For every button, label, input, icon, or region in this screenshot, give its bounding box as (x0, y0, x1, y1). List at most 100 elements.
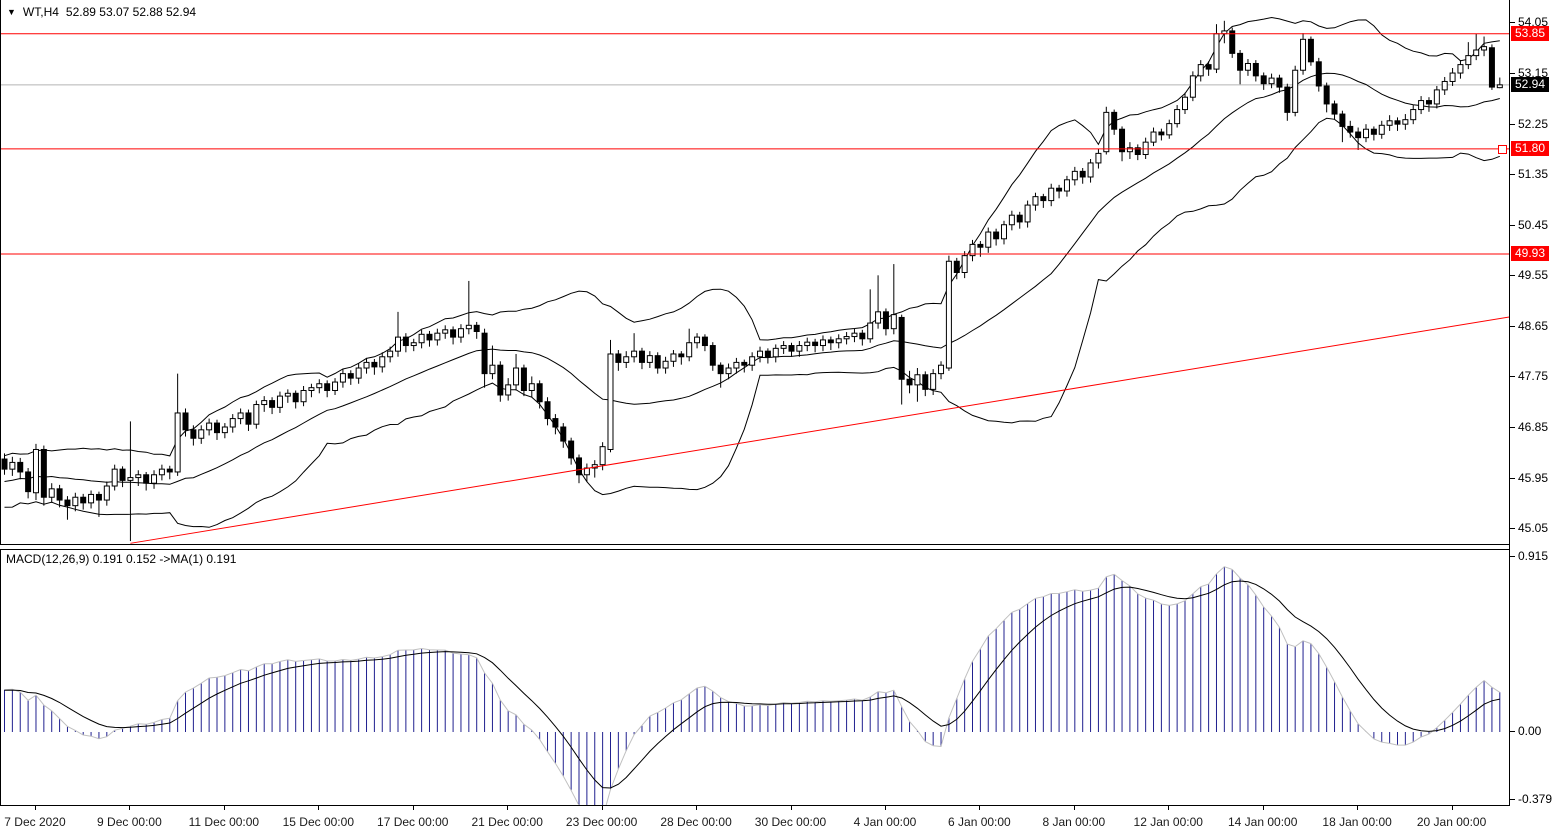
candle-up (631, 350, 638, 358)
candle-up (686, 342, 693, 358)
candle-up (646, 355, 653, 363)
date-label: 15 Dec 00:00 (282, 815, 354, 829)
date-tick (1357, 806, 1359, 810)
candle-up (158, 468, 165, 476)
price-tick (1510, 376, 1515, 378)
candle-down (717, 364, 724, 375)
candle-down (1237, 52, 1244, 71)
candle-up (442, 329, 449, 334)
candle-down (953, 260, 960, 273)
candle-up (1363, 128, 1370, 139)
ohlc-readout: 52.89 53.07 52.88 52.94 (65, 5, 197, 19)
candle-down (450, 329, 457, 338)
candle-up (465, 324, 472, 330)
candle-up (1063, 179, 1070, 192)
candle-up (670, 353, 677, 362)
candle-up (261, 400, 268, 406)
candle-up (489, 364, 496, 375)
candle-up (410, 342, 417, 347)
hline-price-badge: 53.85 (1511, 25, 1550, 41)
candle-down (402, 336, 409, 347)
candle-down (1040, 196, 1047, 202)
symbol-label: WT,H4 (22, 5, 59, 19)
candle-up (505, 384, 512, 396)
candle-up (1087, 162, 1094, 178)
candle-down (245, 412, 252, 425)
candle-up (1174, 109, 1181, 125)
candle-up (1473, 49, 1480, 57)
candle-down (182, 412, 189, 431)
candle-down (17, 461, 24, 473)
candle-up (843, 336, 850, 340)
candle-up (528, 383, 535, 391)
macd-axis-tick (1510, 799, 1515, 800)
candle-up (835, 338, 842, 344)
candle-up (198, 429, 205, 439)
current-price-badge: 52.94 (1511, 76, 1550, 92)
candle-down (1347, 125, 1354, 133)
candle-down (1370, 128, 1377, 135)
trendline[interactable] (130, 315, 1510, 544)
candle-down (1229, 30, 1236, 54)
candle-down (481, 332, 488, 375)
macd-chart[interactable] (1, 550, 1510, 805)
candle-down (1016, 214, 1023, 223)
candle-up (1071, 170, 1078, 181)
candle-up (221, 426, 228, 434)
bollinger-middle (4, 72, 1500, 485)
symbol-header: ▼ WT,H4 52.89 53.07 52.88 52.94 (7, 5, 196, 19)
date-tick (884, 806, 886, 810)
candle-up (387, 350, 394, 358)
date-tick (34, 806, 36, 810)
candle-down (426, 333, 433, 341)
candle-up (229, 418, 236, 428)
price-axis: 54.05 53.15 52.25 51.35 50.45 49.55 48.65 47.75… (1509, 0, 1560, 806)
candle-up (206, 422, 213, 431)
price-label: 47.75 (1518, 369, 1549, 384)
candle-up (1268, 77, 1275, 85)
candle-down (80, 496, 87, 504)
macd-panel[interactable] (0, 549, 1509, 806)
candle-up (103, 485, 110, 501)
date-label: 8 Jan 00:00 (1042, 815, 1106, 829)
candle-down (1205, 64, 1212, 70)
candle-down (576, 457, 583, 476)
candle-down (1079, 170, 1086, 178)
candle-up (1032, 196, 1039, 206)
price-panel[interactable] (0, 0, 1510, 545)
date-label: 6 Jan 00:00 (948, 815, 1011, 829)
candle-up (757, 350, 764, 358)
date-label: 17 Dec 00:00 (377, 815, 449, 829)
candle-down (1134, 147, 1141, 156)
candle-down (993, 231, 1000, 240)
hline-price-badge: 49.93 (1511, 245, 1550, 261)
candle-up (457, 328, 464, 338)
candle-up (1433, 89, 1440, 105)
candle-down (1307, 38, 1314, 63)
candle-up (276, 395, 283, 408)
date-tick (1262, 806, 1264, 810)
candle-down (859, 332, 866, 340)
candle-up (332, 381, 339, 391)
candle-up (1449, 72, 1456, 82)
candle-down (520, 367, 527, 391)
candle-up (1244, 62, 1251, 71)
candle-down (709, 345, 716, 366)
price-tick (1510, 427, 1515, 428)
hline-handle[interactable] (1498, 144, 1507, 154)
candle-down (166, 468, 173, 473)
chevron-down-icon[interactable]: ▼ (7, 7, 16, 17)
candle-down (1331, 103, 1338, 115)
candle-up (772, 347, 779, 358)
candle-down (1284, 86, 1291, 113)
price-label: 45.05 (1518, 521, 1549, 536)
candle-up (513, 367, 520, 386)
price-chart[interactable] (1, 0, 1510, 544)
date-tick (318, 806, 320, 810)
candle-up (1103, 111, 1110, 153)
date-label: 9 Dec 00:00 (97, 815, 162, 829)
candle-down (1339, 113, 1346, 127)
candle-up (135, 474, 142, 479)
candle-down (827, 339, 834, 344)
candle-up (623, 356, 630, 363)
